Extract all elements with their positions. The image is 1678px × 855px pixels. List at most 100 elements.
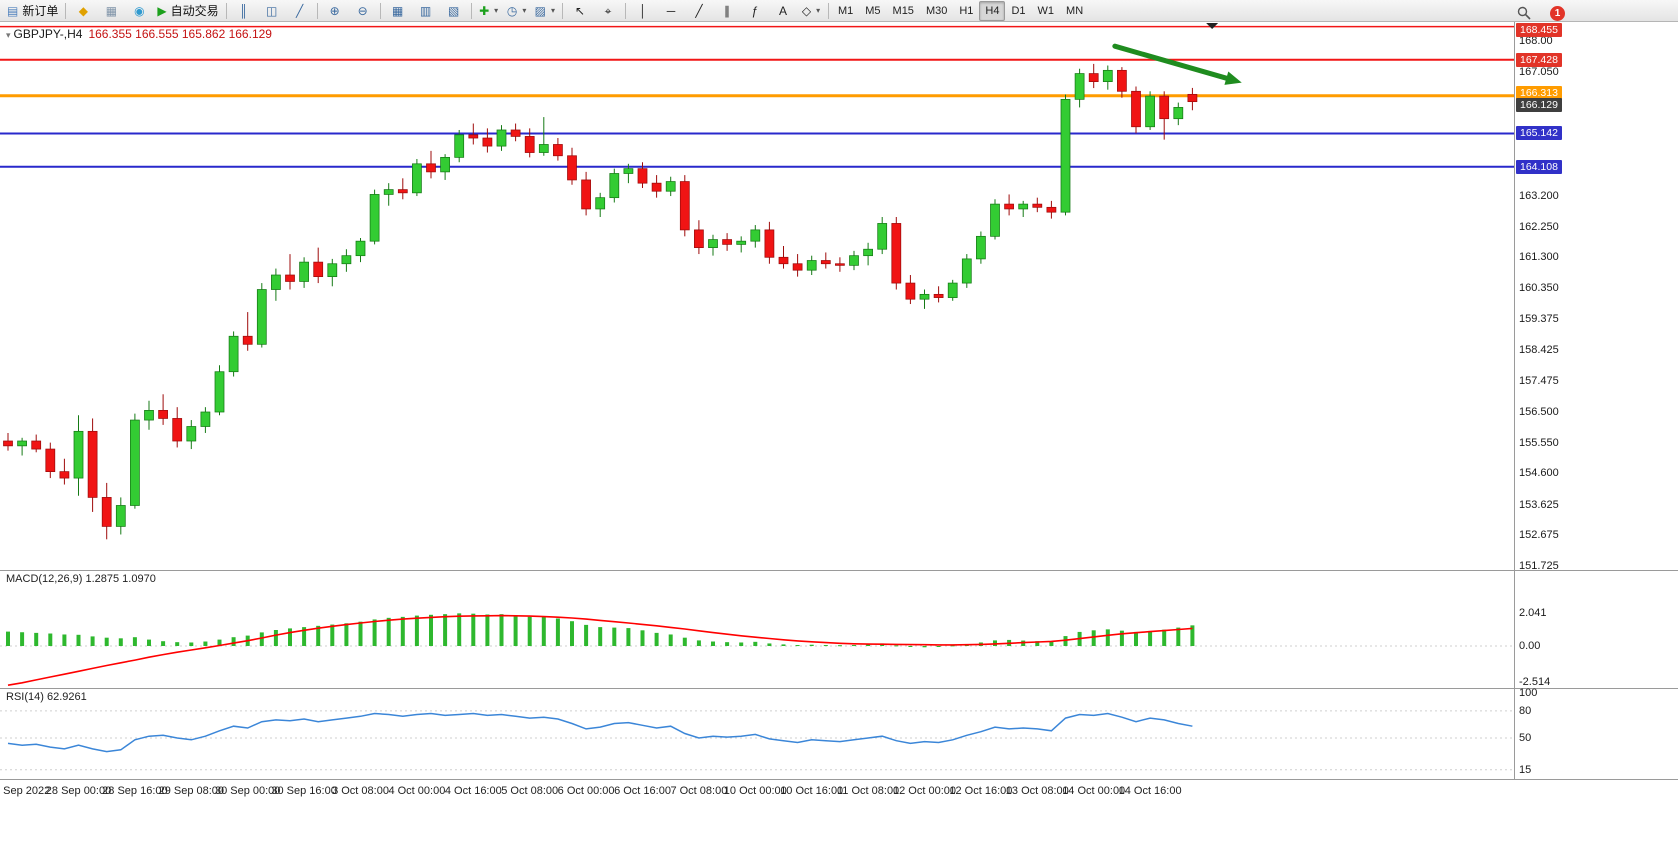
timeframe-H1[interactable]: H1 [959,4,974,17]
vertical-line-button[interactable]: │ [629,1,657,21]
timeframe-D1[interactable]: D1 [1011,4,1026,17]
zoom-out-icon: ⊖ [357,3,368,18]
candlestick-chart-button[interactable]: ◫ [258,1,286,21]
templates-button[interactable]: ▨ ▾ [531,1,559,21]
tile-windows-icon: ▦ [391,3,404,18]
macd-rsi-divider[interactable] [0,688,1678,689]
new-order-button[interactable]: ▤ 新订单 [3,1,62,21]
symbol-period-label: GBPJPY-,H4 [13,27,83,41]
price-badge: 167.428 [1516,52,1562,67]
toolbar-separator [827,2,829,19]
main-macd-divider[interactable] [0,570,1678,571]
horizontal-line-button[interactable]: ─ [657,1,685,21]
crosshair-button[interactable]: ⌖ [594,1,622,21]
main-toolbar: ▤ 新订单 ◆ ▦ ◉ ▶ 自动交易 ║ ◫ ╱ ⊕ ⊖ ▦ ▥ ▧ ✚ ▾ ◷ ▾ ▨ ▾ ↖ ⌖ │ ─ ╱ ∥ ƒ A ◇ ▾ M1 M5… [0,0,1678,22]
price-badge: 164.108 [1516,159,1562,174]
chart-shift-button[interactable]: ▧ [440,1,468,21]
toolbar-separator [65,2,67,19]
autotrade-button[interactable]: ▶ 自动交易 [153,1,222,21]
gold-ingot-icon[interactable]: ◆ [69,1,97,21]
bars-chart-button[interactable]: ║ [230,1,258,21]
quote-ohlc-values: 166.355 166.555 165.862 166.129 [88,27,272,41]
mql5-community-button[interactable]: ◉ [125,1,153,21]
time-axis-label: 3 Oct 08:00 [332,785,389,797]
timeframe-M5[interactable]: M5 [865,4,881,17]
horizontal-line-icon: ─ [666,3,676,18]
price-axis-label: 163.200 [1519,190,1559,203]
equidistant-channel-button[interactable]: ∥ [713,1,741,21]
time-axis-label: 12 Oct 16:00 [949,785,1013,797]
text-button[interactable]: A [769,1,797,21]
price-axis[interactable]: 168.00 167.050 163.200 162.250 161.300 160.35… [1514,22,1678,802]
fibonacci-button[interactable]: ƒ [741,1,769,21]
time-axis-divider [0,779,1678,780]
macd-axis-label: 0.00 [1519,640,1541,652]
timeframe-MN[interactable]: MN [1066,4,1084,17]
line-chart-button[interactable]: ╱ [286,1,314,21]
price-badge: 168.455 [1516,22,1562,37]
add-indicator-button[interactable]: ✚ ▾ [475,1,503,21]
chevron-down-icon: ▾ [550,6,555,15]
candles-layer [3,63,1198,540]
trendline-button[interactable]: ╱ [685,1,713,21]
autotrade-button-label: 自动交易 [170,4,219,18]
horizontal-price-lines[interactable] [0,25,1514,168]
toolbar-separator [624,2,626,19]
zoom-in-button[interactable]: ⊕ [321,1,349,21]
arrange-windows-icon: ▥ [419,3,432,18]
price-axis-label: 168.00 [1519,35,1553,48]
chart-shift-marker[interactable] [1206,23,1219,29]
periods-button[interactable]: ◷ ▾ [503,1,531,21]
toolbar-separator [379,2,381,19]
text-icon: A [778,3,787,18]
macd-axis-label: -2.514 [1519,676,1551,688]
notification-badge[interactable]: 1 [1550,5,1565,21]
timeframe-M15[interactable]: M15 [892,4,914,17]
rsi-axis-label: 15 [1519,763,1532,776]
new-order-button-label: 新订单 [22,4,59,18]
time-axis-label: 12 Oct 00:00 [893,785,956,797]
symbol-marker-icon: ▾ [6,30,11,40]
add-indicator-icon: ✚ [479,3,490,18]
price-axis-label: 157.475 [1519,374,1559,387]
new-order-icon: ▤ [7,3,19,18]
gold-ingot-icon-icon: ◆ [78,3,88,18]
price-axis-label: 161.300 [1519,251,1559,264]
price-axis-label: 160.350 [1519,281,1559,294]
trend-arrow[interactable] [1112,43,1242,85]
timeframe-M1[interactable]: M1 [837,4,854,17]
printer-icon: ▦ [105,3,118,18]
price-axis-label: 155.550 [1519,436,1559,449]
price-chart[interactable] [0,0,1514,780]
tile-windows-button[interactable]: ▦ [384,1,412,21]
search-button[interactable] [1510,3,1538,23]
zoom-out-button[interactable]: ⊖ [349,1,377,21]
timeframe-H4[interactable]: H4 [979,0,1006,21]
rsi-header: RSI(14) 62.9261 [6,691,87,703]
arrange-windows-button[interactable]: ▥ [412,1,440,21]
zoom-in-icon: ⊕ [329,3,340,18]
arrow-objects-button[interactable]: ◇ ▾ [797,1,825,21]
rsi-axis-label: 100 [1519,686,1538,699]
cursor-button[interactable]: ↖ [566,1,594,21]
price-axis-label: 154.600 [1519,467,1559,480]
timeframe-M30[interactable]: M30 [925,4,948,17]
candlestick-chart-icon: ◫ [265,3,278,18]
rsi-line [7,712,1193,753]
time-axis-label: 6 Oct 00:00 [557,785,615,797]
toolbar-separator [470,2,472,19]
time-axis-label: 28 Sep 16:00 [102,785,168,797]
price-axis-label: 158.425 [1519,343,1559,356]
time-axis-label: 7 Sep 2022 [0,785,51,797]
time-axis-label: 4 Oct 00:00 [388,785,446,797]
timeframe-W1[interactable]: W1 [1037,4,1055,17]
time-axis-label: 4 Oct 16:00 [444,785,502,797]
printer-button[interactable]: ▦ [97,1,125,21]
time-axis-label: 10 Oct 16:00 [780,785,844,797]
time-axis-label: 30 Sep 16:00 [271,785,337,797]
chevron-down-icon: ▾ [816,6,821,15]
price-badge: 166.129 [1516,97,1562,112]
price-axis-label: 167.050 [1519,65,1559,78]
templates-icon: ▨ [534,3,546,18]
